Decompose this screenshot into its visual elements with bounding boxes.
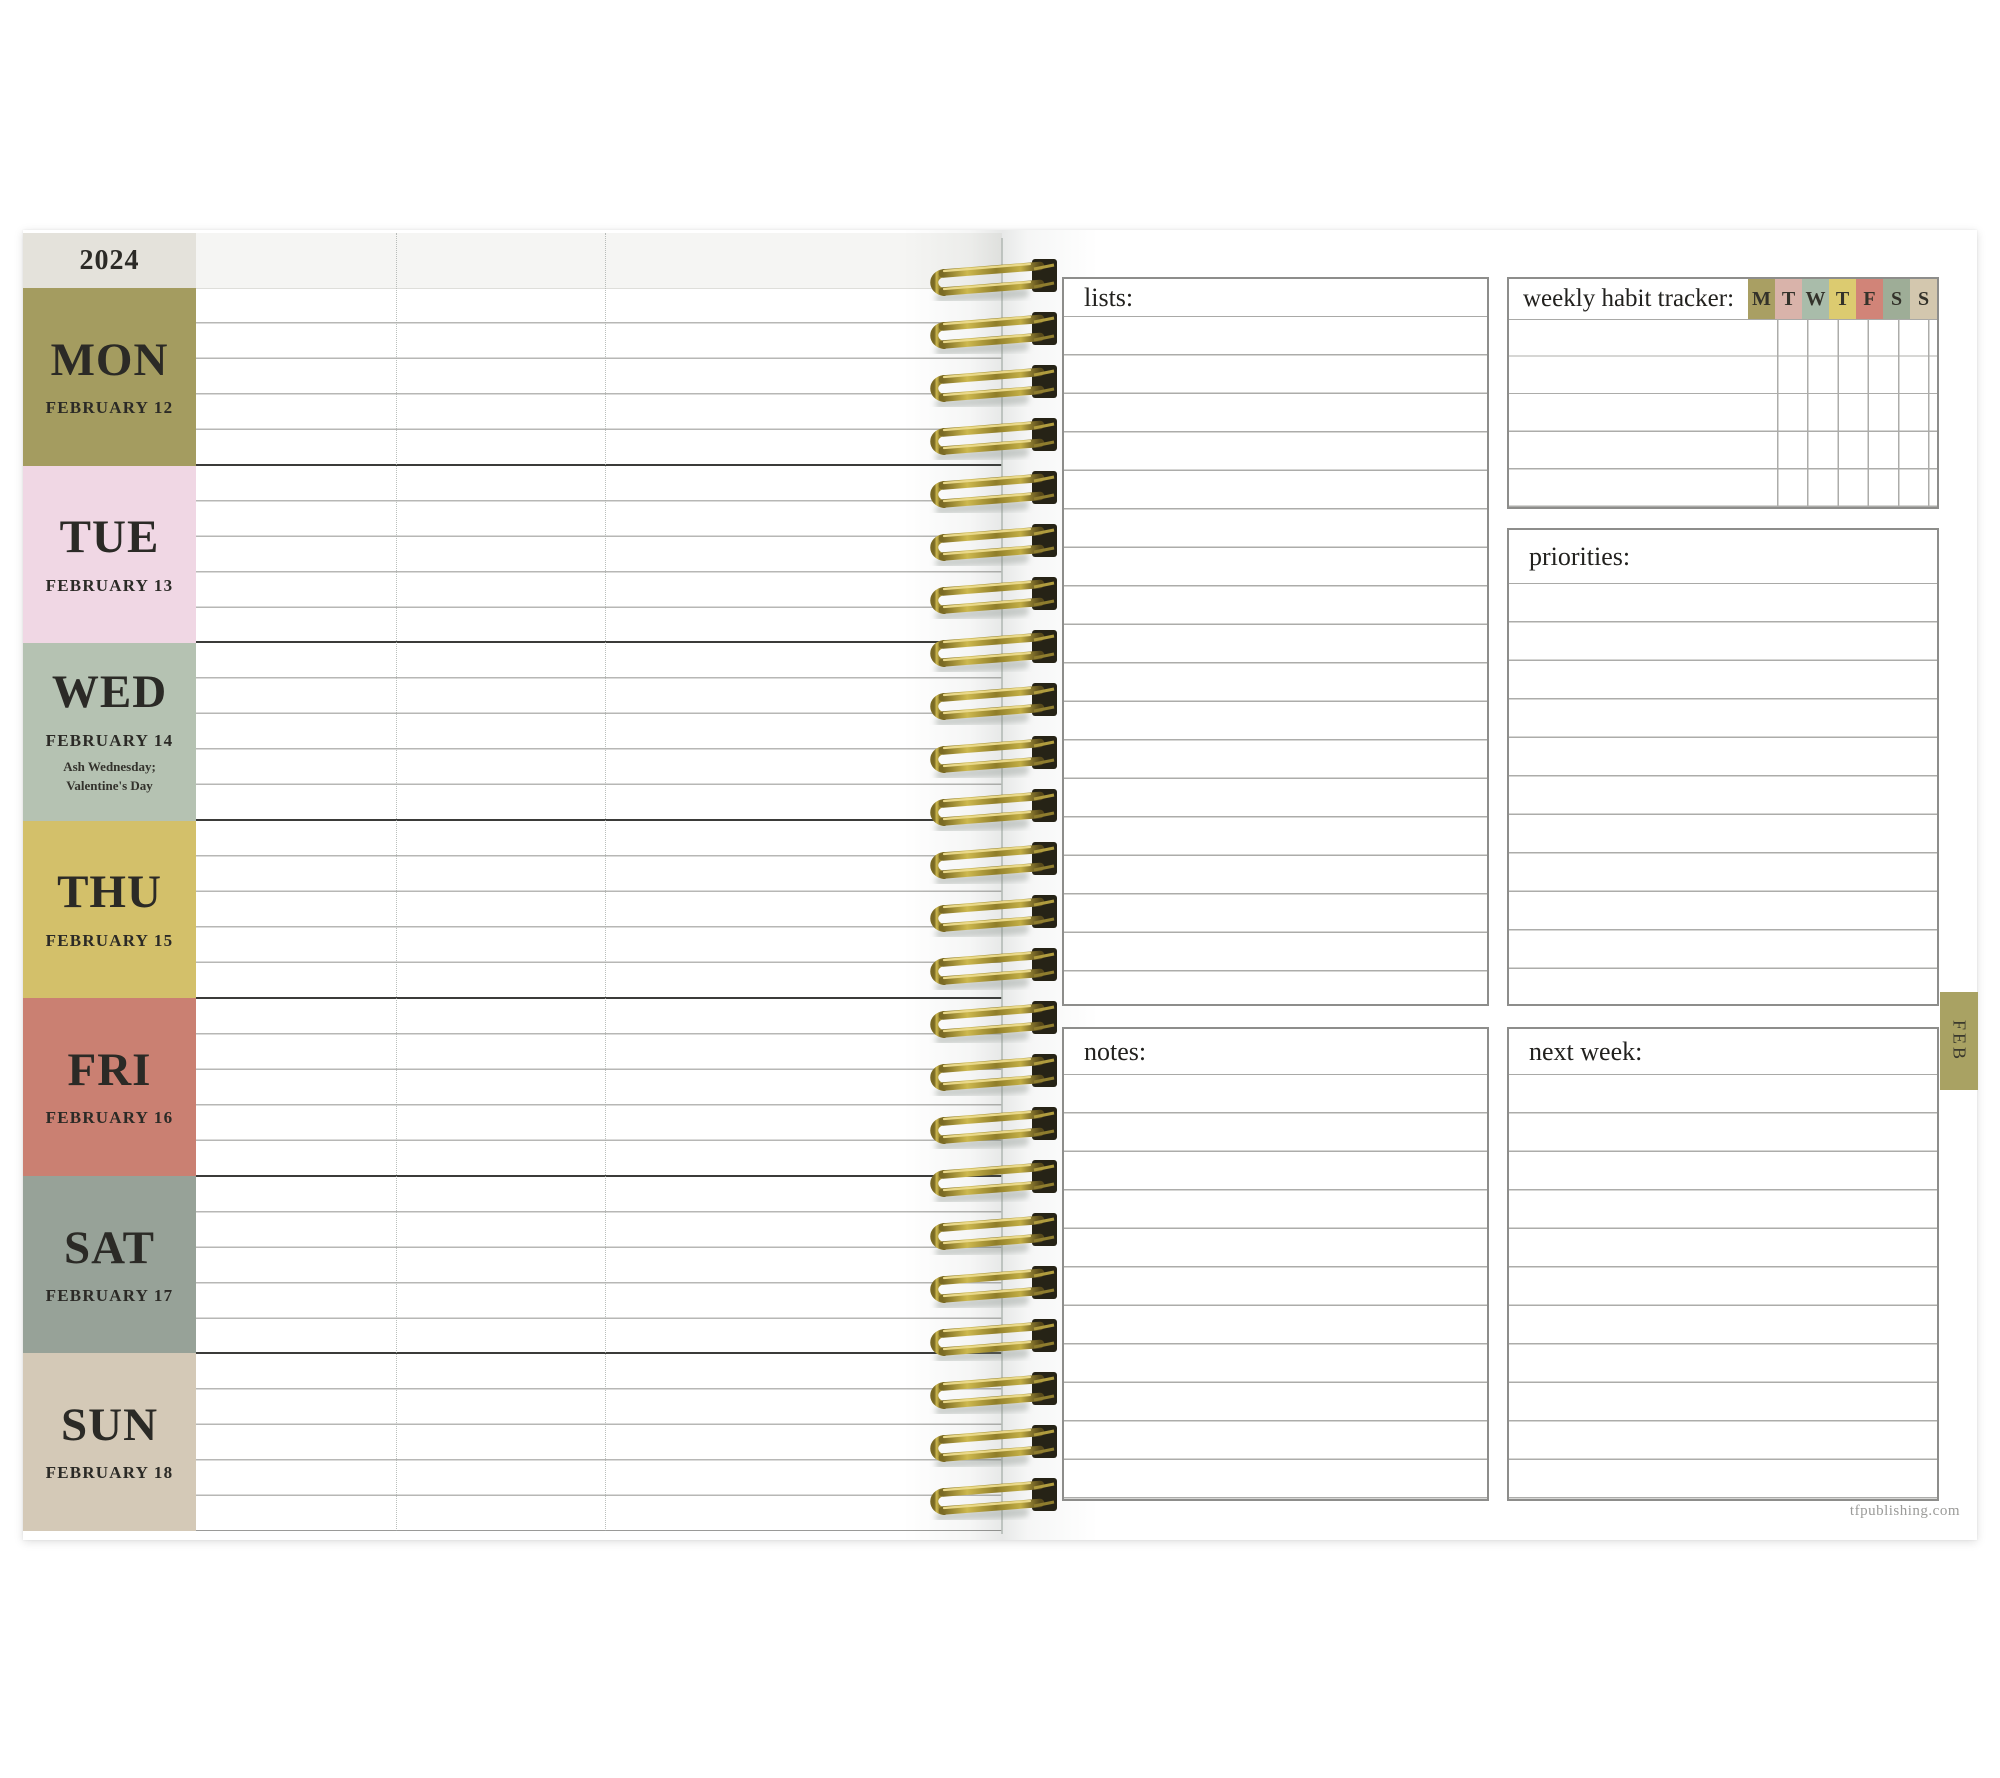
tracker-column-lines xyxy=(1748,319,1937,507)
day-cell-tue: TUE FEBRUARY 13 xyxy=(23,465,196,644)
habit-tracker-label: weekly habit tracker: xyxy=(1523,285,1735,312)
tracker-day-fri: F xyxy=(1856,279,1883,319)
tracker-day-tue: T xyxy=(1775,279,1802,319)
day-abbr: WED xyxy=(51,666,168,719)
day-abbr: SAT xyxy=(64,1221,155,1274)
day-cell-sat: SAT FEBRUARY 17 xyxy=(23,1175,196,1354)
year-header: 2024 xyxy=(23,233,196,288)
priorities-box: priorities: xyxy=(1507,528,1939,1006)
day-abbr: MON xyxy=(50,333,169,386)
top-band xyxy=(196,233,1002,289)
notes-box: notes: xyxy=(1062,1027,1489,1501)
month-edge-tab: FEB xyxy=(1940,992,1978,1090)
dotted-column-divider xyxy=(396,233,397,1531)
holiday-note: Ash Wednesday; Valentine's Day xyxy=(63,757,156,796)
lists-box: lists: xyxy=(1062,277,1489,1006)
writing-row-mon xyxy=(196,288,1002,466)
publisher-url: tfpublishing.com xyxy=(1849,1503,1960,1519)
year-label: 2024 xyxy=(79,244,140,276)
writing-row-sat xyxy=(196,1176,1002,1355)
priorities-ruled-lines xyxy=(1509,584,1937,1004)
writing-row-tue xyxy=(196,465,1002,644)
day-label-column: MON FEBRUARY 12 TUE FEBRUARY 13 WED FEBR… xyxy=(23,288,196,1532)
day-cell-sun: SUN FEBRUARY 18 xyxy=(23,1353,196,1532)
tracker-day-thu: T xyxy=(1829,279,1856,319)
habit-tracker-box: weekly habit tracker: M T W T F S S xyxy=(1507,277,1939,509)
day-date: FEBRUARY 15 xyxy=(45,930,174,950)
dotted-column-divider xyxy=(605,233,606,1531)
lists-label: lists: xyxy=(1064,279,1487,317)
day-abbr: TUE xyxy=(59,511,160,564)
next-week-label: next week: xyxy=(1509,1029,1937,1075)
tracker-day-sat: S xyxy=(1883,279,1910,319)
priorities-label: priorities: xyxy=(1509,530,1937,584)
day-cell-thu: THU FEBRUARY 15 xyxy=(23,820,196,999)
next-week-ruled-lines xyxy=(1509,1075,1937,1499)
day-abbr: SUN xyxy=(60,1399,159,1452)
writing-row-wed xyxy=(196,643,1002,822)
day-cell-wed: WED FEBRUARY 14 Ash Wednesday; Valentine… xyxy=(23,643,196,821)
next-week-box: next week: xyxy=(1507,1027,1939,1501)
day-date: FEBRUARY 16 xyxy=(45,1108,174,1128)
holiday-line-2: Valentine's Day xyxy=(66,778,153,794)
day-abbr: FRI xyxy=(67,1043,152,1096)
day-date: FEBRUARY 13 xyxy=(45,575,174,595)
day-date: FEBRUARY 17 xyxy=(45,1285,174,1305)
writing-row-fri xyxy=(196,998,1002,1177)
day-date: FEBRUARY 12 xyxy=(45,397,174,417)
notes-ruled-lines xyxy=(1064,1075,1487,1499)
day-cell-mon: MON FEBRUARY 12 xyxy=(23,288,196,466)
tracker-day-wed: W xyxy=(1802,279,1829,319)
notes-label: notes: xyxy=(1064,1029,1487,1075)
writing-row-thu xyxy=(196,821,1002,999)
day-abbr: THU xyxy=(57,866,162,919)
planner-spread: 2024 MON FEBRUARY 12 TUE FEBRUARY 13 WED… xyxy=(23,230,1978,1540)
writing-row-sun xyxy=(196,1354,1002,1532)
spiral-binding xyxy=(926,252,1066,1524)
day-cell-fri: FRI FEBRUARY 16 xyxy=(23,998,196,1176)
writing-rows xyxy=(196,288,1002,1532)
tracker-day-sun: S xyxy=(1910,279,1937,319)
holiday-line-1: Ash Wednesday; xyxy=(63,758,156,774)
habit-tracker-day-header: M T W T F S S xyxy=(1748,279,1937,319)
tracker-day-mon: M xyxy=(1748,279,1775,319)
day-date: FEBRUARY 18 xyxy=(45,1463,174,1483)
lists-ruled-lines xyxy=(1064,317,1487,1004)
day-date: FEBRUARY 14 xyxy=(45,730,174,750)
